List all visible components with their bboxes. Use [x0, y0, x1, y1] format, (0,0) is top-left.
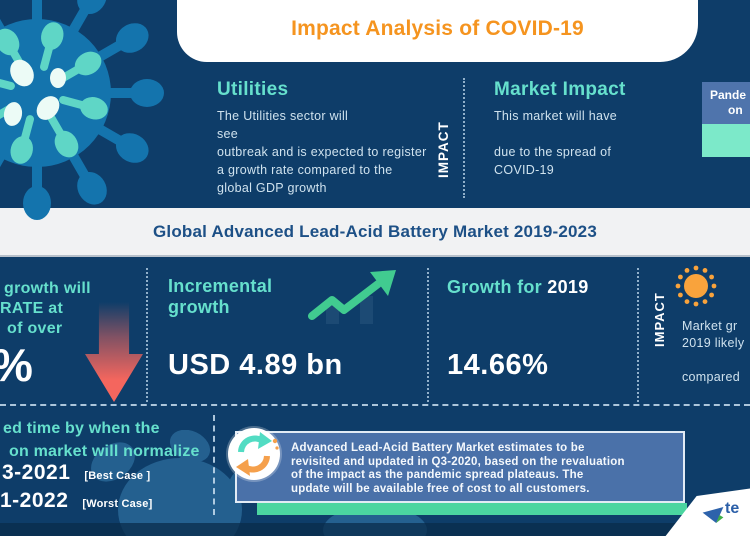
note-line: update will be available free of cost to…	[291, 482, 590, 495]
decline-line: RATE at	[0, 300, 64, 317]
coronavirus-illustration	[0, 0, 164, 220]
market-impact-heading: Market Impact	[494, 79, 626, 100]
dotted-divider	[463, 78, 465, 198]
note-line: revisited and updated in Q3-2020, based …	[291, 455, 625, 468]
growth-2019-year: 2019	[547, 277, 589, 297]
percent-sign: %	[0, 338, 33, 392]
utilities-line: a growth rate compared to the	[217, 163, 393, 177]
pandemic-badge-mint-panel	[702, 124, 750, 157]
impact-vertical-label: IMPACT	[436, 121, 451, 178]
worst-case-label: [Worst Case]	[82, 498, 153, 510]
normalization-text: ed time by when the on market will norma…	[3, 420, 200, 460]
utilities-line: see	[217, 127, 239, 141]
down-arrow-icon	[85, 302, 143, 402]
market-impact-line	[494, 125, 626, 143]
best-case-row: 3-2021 [Best Case ]	[2, 461, 150, 485]
dotted-divider	[637, 268, 639, 402]
note-line: Advanced Lead-Acid Battery Market estima…	[291, 442, 585, 454]
utilities-line: The Utilities sector will	[217, 109, 349, 123]
best-case-value: 3-2021	[2, 461, 71, 484]
decline-line: of over	[7, 320, 63, 337]
header-band: Impact Analysis of COVID-19	[177, 0, 698, 62]
technavio-logo-text: te	[725, 500, 740, 517]
decline-stat-text: growth will RATE at of over	[0, 279, 91, 339]
dotted-divider	[146, 268, 148, 402]
growth-2019-heading: Growth for 2019	[447, 277, 589, 297]
dashed-divider	[0, 404, 750, 406]
market-impact-line: due to the spread of	[494, 145, 612, 159]
growth-trend-arrow-icon	[308, 270, 396, 324]
worst-case-row: 1-2022 [Worst Case]	[0, 489, 152, 513]
dashed-divider-vertical	[213, 415, 215, 515]
orange-virus-icon	[675, 265, 717, 307]
growth-2019-value: 14.66%	[447, 349, 549, 381]
refresh-swap-icon	[228, 428, 280, 480]
bottom-shade-strip	[0, 523, 750, 536]
utilities-heading: Utilities	[217, 79, 289, 100]
incremental-growth-heading: Incremental growth	[168, 276, 273, 317]
market-impact-line: COVID-19	[494, 163, 555, 177]
worst-case-value: 1-2022	[0, 489, 69, 512]
pandemic-badge: Pande on	[702, 82, 750, 157]
utilities-section: Utilities The Utilities sector will see …	[217, 79, 427, 197]
market-impact-line: This market will have	[494, 109, 617, 123]
dotted-divider	[427, 268, 429, 402]
page-title: Impact Analysis of COVID-19	[291, 17, 584, 40]
market-title: Global Advanced Lead-Acid Battery Market…	[153, 222, 597, 241]
utilities-line: global GDP growth	[217, 181, 327, 195]
pandemic-badge-line2: on	[728, 103, 743, 117]
pandemic-badge-line1: Pande	[710, 88, 747, 102]
technavio-logo-icon	[702, 507, 724, 523]
utilities-line: outbreak and is expected to register	[217, 145, 427, 159]
best-case-label: [Best Case ]	[84, 470, 151, 482]
update-note-box: Advanced Lead-Acid Battery Market estima…	[235, 431, 685, 503]
incremental-growth-value: USD 4.89 bn	[168, 349, 343, 381]
impact-vertical-label: IMPACT	[652, 292, 667, 347]
decline-line: growth will	[4, 280, 91, 297]
note-line: of the impact as the pandemic spread pla…	[291, 469, 584, 482]
impact-side-text: Market gr 2019 likely compared	[682, 319, 745, 384]
green-accent-bar	[257, 503, 687, 515]
market-impact-section: Market Impact This market will have due …	[494, 79, 626, 179]
market-title-banner: Global Advanced Lead-Acid Battery Market…	[0, 208, 750, 257]
